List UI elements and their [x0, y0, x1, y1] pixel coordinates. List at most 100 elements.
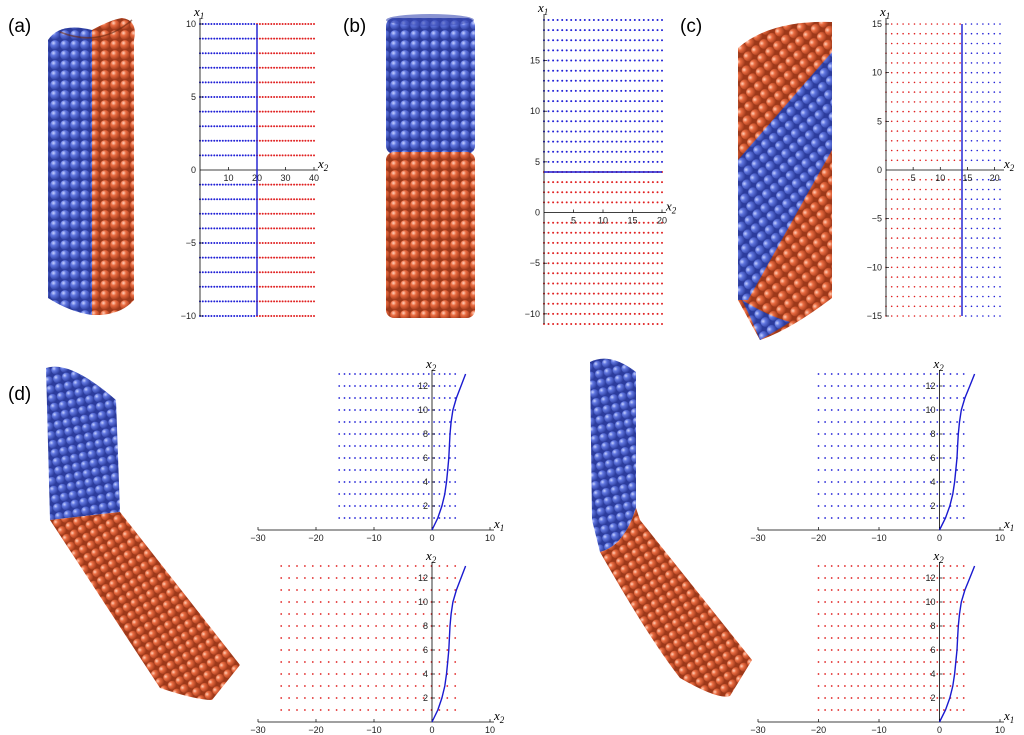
- data-point: [942, 188, 944, 191]
- data-point: [896, 373, 899, 375]
- data-point: [270, 183, 273, 186]
- data-point: [597, 89, 600, 92]
- data-point: [896, 661, 899, 663]
- data-point: [574, 39, 577, 42]
- data-point: [204, 285, 207, 288]
- data-point: [281, 125, 284, 128]
- data-point: [547, 49, 550, 52]
- data-point: [830, 385, 833, 387]
- data-point: [953, 188, 956, 191]
- data-point: [947, 208, 950, 210]
- data-point: [338, 409, 341, 411]
- data-point: [574, 272, 577, 275]
- data-point: [638, 120, 641, 123]
- data-point: [338, 469, 341, 471]
- data-point: [204, 242, 207, 244]
- data-point: [307, 66, 310, 69]
- data-point: [602, 272, 604, 275]
- data-point: [547, 69, 550, 72]
- data-point: [633, 120, 636, 123]
- data-point: [850, 493, 853, 495]
- data-point: [597, 292, 600, 295]
- data-point: [923, 517, 925, 519]
- data-point: [965, 23, 967, 25]
- data-point: [930, 91, 933, 93]
- data-point: [273, 256, 276, 259]
- data-point: [295, 300, 298, 303]
- data-point: [304, 256, 307, 259]
- data-point: [588, 19, 591, 21]
- data-point: [661, 231, 663, 234]
- data-point: [910, 433, 912, 435]
- data-point: [606, 130, 609, 133]
- data-point: [547, 29, 550, 32]
- data-point: [310, 96, 313, 98]
- data-point: [313, 315, 315, 317]
- data-point: [438, 409, 441, 411]
- data-point: [661, 241, 663, 244]
- data-point: [896, 637, 899, 639]
- data-point: [295, 139, 298, 142]
- data-point: [264, 139, 267, 142]
- data-point: [877, 637, 879, 639]
- data-point: [552, 292, 555, 295]
- data-point: [976, 198, 978, 200]
- data-point: [870, 577, 873, 579]
- data-point: [391, 637, 393, 639]
- data-point: [583, 231, 586, 234]
- data-point: [401, 433, 404, 435]
- data-point: [606, 191, 609, 194]
- data-point: [999, 140, 1001, 142]
- data-point: [638, 49, 641, 52]
- data-point: [863, 613, 866, 615]
- data-point: [552, 59, 555, 62]
- data-point: [446, 697, 449, 699]
- data-point: [949, 469, 952, 471]
- data-point: [923, 385, 925, 387]
- data-point: [908, 198, 910, 200]
- data-point: [253, 242, 256, 244]
- y-tick-label: −10: [181, 311, 196, 321]
- data-point: [570, 252, 573, 255]
- data-point: [896, 505, 899, 507]
- data-point: [987, 247, 990, 249]
- data-point: [910, 613, 912, 615]
- data-point: [570, 323, 573, 325]
- data-point: [406, 385, 409, 387]
- data-point: [383, 601, 385, 603]
- data-point: [925, 208, 927, 210]
- data-point: [982, 305, 984, 308]
- data-point: [284, 110, 287, 113]
- data-point: [258, 198, 261, 201]
- data-point: [919, 81, 921, 84]
- data-point: [547, 181, 550, 184]
- data-point: [335, 577, 338, 579]
- data-point: [611, 140, 614, 143]
- data-point: [844, 589, 846, 591]
- data-point: [588, 49, 591, 52]
- data-point: [574, 292, 577, 295]
- data-point: [218, 271, 221, 274]
- data-point: [830, 481, 833, 483]
- data-point: [280, 613, 283, 615]
- data-point: [624, 181, 627, 184]
- data-point: [296, 577, 298, 579]
- x-tick-label: −10: [366, 533, 381, 543]
- data-point: [597, 160, 600, 163]
- data-point: [364, 493, 367, 495]
- data-point: [369, 397, 372, 399]
- data-point: [391, 457, 393, 459]
- data-point: [375, 649, 377, 651]
- data-point: [406, 409, 409, 411]
- data-point: [656, 120, 659, 123]
- data-point: [987, 23, 990, 25]
- data-point: [233, 285, 236, 288]
- data-point: [574, 69, 577, 72]
- data-point: [380, 493, 383, 495]
- data-point: [258, 81, 261, 84]
- data-point: [335, 673, 338, 675]
- data-point: [446, 565, 449, 567]
- data-point: [611, 100, 614, 103]
- data-point: [574, 19, 577, 21]
- data-point: [210, 198, 213, 201]
